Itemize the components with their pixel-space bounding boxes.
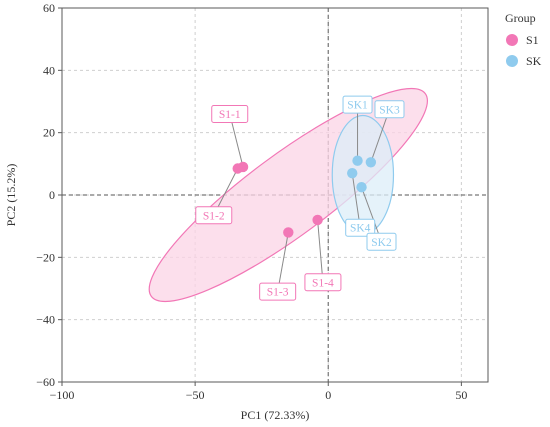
x-tick-label: −50 (186, 388, 205, 402)
label-text: SK2 (371, 237, 392, 249)
x-tick-label: −100 (50, 388, 75, 402)
label-sk4: SK4 (345, 218, 376, 237)
y-tick-label: −60 (36, 375, 55, 389)
label-box (195, 206, 233, 225)
label-s1-1: S1-1 (211, 104, 249, 123)
data-points (232, 155, 377, 238)
leader-line (277, 232, 289, 292)
label-s1-3: S1-3 (259, 282, 297, 301)
label-text: S1-4 (312, 277, 334, 289)
point-sk3 (365, 157, 377, 168)
label-sk2: SK2 (366, 232, 397, 251)
label-text: S1-3 (267, 287, 289, 299)
label-text: SK3 (379, 104, 400, 116)
label-box (304, 273, 342, 292)
legend-title: Group (505, 11, 536, 25)
legend-label-sk: SK (526, 54, 542, 68)
label-text: SK4 (350, 223, 371, 235)
legend: Group S1 SK (505, 11, 542, 68)
point-s1-2 (232, 163, 243, 174)
label-text: S1-2 (203, 210, 225, 222)
label-box (342, 95, 373, 114)
point-sk1 (352, 155, 363, 166)
point-sk2 (356, 182, 367, 193)
label-box (345, 218, 376, 237)
y-tick-label: −40 (36, 313, 55, 327)
leader-line (317, 219, 324, 283)
axes: −100 −50 0 50 −60 −40 −20 0 20 40 60 (36, 1, 467, 402)
y-axis-label: PC2 (15.2%) (4, 164, 18, 227)
y-tick-label: 40 (43, 63, 55, 77)
label-s1-4: S1-4 (304, 273, 342, 292)
legend-marker-s1 (506, 34, 518, 46)
x-tick-label: 0 (325, 388, 331, 402)
leader-line (361, 187, 382, 242)
point-sk4 (347, 167, 358, 179)
point-s1-3 (283, 227, 294, 238)
y-tick-label: −20 (36, 250, 55, 264)
point-s1-4 (312, 214, 323, 226)
y-tick-label: 0 (49, 188, 55, 202)
label-sk3: SK3 (374, 100, 405, 119)
legend-label-s1: S1 (526, 33, 539, 47)
x-tick-label: 50 (455, 388, 467, 402)
y-tick-label: 20 (43, 126, 55, 140)
label-s1-2: S1-2 (195, 206, 233, 225)
label-box (211, 104, 249, 123)
label-box (366, 232, 397, 251)
leader-line (351, 173, 361, 228)
y-tick-label: 60 (43, 1, 55, 15)
label-text: S1-1 (219, 109, 241, 121)
label-box (374, 100, 405, 119)
label-leader-lines (213, 104, 390, 292)
label-box (259, 282, 297, 301)
label-sk1: SK1 (342, 95, 373, 114)
x-axis-label: PC1 (72.33%) (241, 408, 310, 422)
label-text: SK1 (347, 100, 368, 112)
legend-marker-sk (506, 55, 518, 67)
ellipse-sk (331, 114, 395, 235)
